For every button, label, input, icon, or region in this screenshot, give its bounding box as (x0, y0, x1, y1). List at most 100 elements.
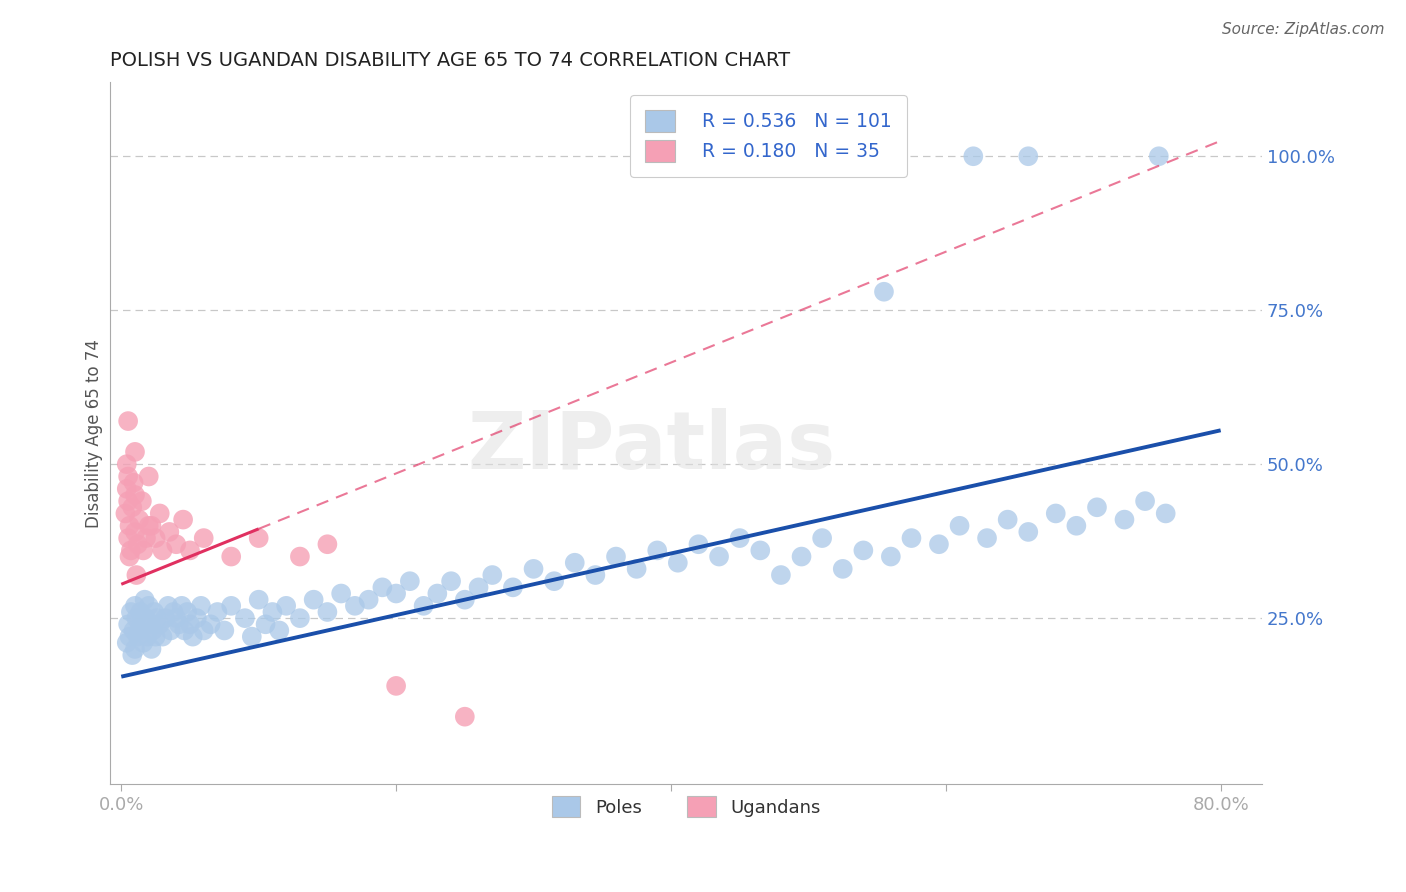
Point (193, 624, 215, 638)
Point (330, 586, 353, 600)
Point (605, 549, 627, 564)
Point (131, 617, 153, 632)
Point (149, 507, 172, 521)
Point (132, 636, 155, 650)
Legend: Poles, Ugandans: Poles, Ugandans (544, 789, 828, 824)
Point (172, 513, 194, 527)
Point (928, 537, 950, 551)
Point (207, 605, 229, 619)
Point (134, 592, 156, 607)
Point (122, 475, 145, 490)
Point (181, 630, 204, 644)
Point (125, 568, 148, 582)
Point (131, 494, 153, 508)
Point (564, 556, 586, 570)
Point (145, 630, 167, 644)
Point (262, 605, 284, 619)
Point (467, 580, 489, 594)
Point (152, 630, 174, 644)
Point (141, 518, 163, 533)
Point (852, 543, 875, 558)
Point (141, 642, 163, 657)
Point (288, 611, 311, 625)
Point (135, 611, 157, 625)
Point (176, 605, 198, 619)
Point (138, 518, 160, 533)
Point (114, 507, 136, 521)
Point (1154, 507, 1177, 521)
Point (426, 586, 449, 600)
Point (412, 599, 434, 613)
Point (1147, 149, 1170, 163)
Text: POLISH VS UGANDAN DISABILITY AGE 65 TO 74 CORRELATION CHART: POLISH VS UGANDAN DISABILITY AGE 65 TO 7… (110, 51, 790, 70)
Point (145, 531, 167, 545)
Point (276, 599, 298, 613)
Point (219, 549, 242, 564)
Point (385, 679, 408, 693)
Point (170, 599, 193, 613)
Point (749, 543, 772, 558)
Point (121, 500, 143, 515)
Point (117, 617, 139, 632)
Point (117, 469, 139, 483)
Point (138, 599, 160, 613)
Point (155, 611, 177, 625)
Point (115, 482, 138, 496)
Point (146, 611, 169, 625)
Point (135, 531, 157, 545)
Point (880, 549, 903, 564)
Point (214, 624, 236, 638)
Point (269, 624, 291, 638)
Point (152, 543, 174, 558)
Point (193, 531, 215, 545)
Text: Source: ZipAtlas.com: Source: ZipAtlas.com (1222, 22, 1385, 37)
Point (1114, 513, 1136, 527)
Point (118, 518, 141, 533)
Point (728, 531, 751, 545)
Point (233, 611, 256, 625)
Point (316, 605, 339, 619)
Point (127, 537, 149, 551)
Point (481, 568, 503, 582)
Point (117, 414, 139, 428)
Point (399, 574, 422, 589)
Point (707, 549, 730, 564)
Point (790, 549, 813, 564)
Point (254, 617, 277, 632)
Point (136, 630, 159, 644)
Point (124, 599, 146, 613)
Point (1085, 500, 1108, 515)
Point (124, 488, 146, 502)
Point (343, 599, 366, 613)
Point (167, 617, 190, 632)
Point (179, 617, 201, 632)
Point (157, 524, 180, 539)
Point (873, 285, 896, 299)
Point (454, 592, 477, 607)
Point (139, 617, 162, 632)
Point (454, 709, 477, 723)
Point (440, 574, 463, 589)
Point (159, 624, 181, 638)
Point (240, 630, 263, 644)
Point (666, 556, 689, 570)
Point (200, 617, 222, 632)
Point (128, 624, 150, 638)
Point (179, 543, 201, 558)
Point (120, 543, 142, 558)
Point (976, 531, 998, 545)
Point (118, 630, 141, 644)
Point (1133, 494, 1156, 508)
Point (186, 611, 208, 625)
Point (626, 562, 648, 576)
Point (522, 562, 544, 576)
Point (302, 592, 325, 607)
Point (121, 648, 143, 662)
Point (645, 543, 668, 558)
Text: ZIPatlas: ZIPatlas (467, 409, 835, 486)
Point (190, 599, 212, 613)
Point (219, 599, 242, 613)
Point (502, 580, 524, 594)
Point (583, 568, 606, 582)
Point (132, 543, 155, 558)
